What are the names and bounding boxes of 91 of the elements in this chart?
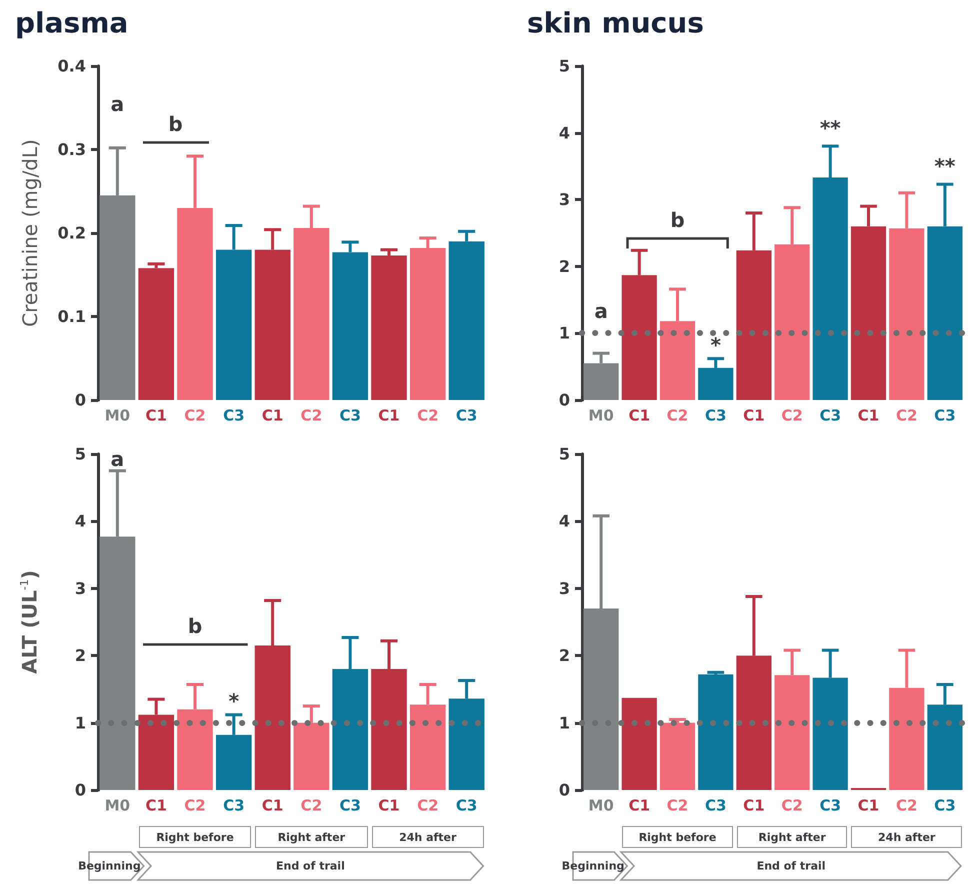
y-tick-label: 3 xyxy=(558,190,570,210)
x-tick-label: C1 xyxy=(858,406,880,424)
x-tick-label: C2 xyxy=(666,406,688,424)
x-tick-label: C1 xyxy=(145,406,167,424)
x-tick-label: C1 xyxy=(378,406,400,424)
bar xyxy=(698,674,734,790)
x-tick-label: C1 xyxy=(145,796,167,814)
x-tick-label: C1 xyxy=(743,796,765,814)
x-tick-label: C3 xyxy=(339,796,361,814)
x-tick-label: M0 xyxy=(588,796,614,814)
y-tick-label: 5 xyxy=(558,444,570,464)
y-tick-label: 5 xyxy=(558,56,570,76)
x-tick-label: C1 xyxy=(378,796,400,814)
annotation: b xyxy=(168,112,183,136)
text: Beginning xyxy=(562,860,624,872)
chart-title: skin mucus xyxy=(527,6,704,40)
y-tick-label: 3 xyxy=(558,578,570,598)
text: Right after xyxy=(255,826,368,848)
x-tick-label: C3 xyxy=(934,406,956,424)
y-tick-label: 4 xyxy=(74,512,86,531)
annotation: * xyxy=(228,688,240,713)
y-tick-label: 0.3 xyxy=(58,140,86,159)
annotation: b xyxy=(670,208,685,232)
y-tick-label: 0.4 xyxy=(58,56,86,76)
y-tick-label: 2 xyxy=(558,256,570,276)
x-tick-label: M0 xyxy=(588,406,614,424)
y-tick-label: 0 xyxy=(558,780,570,800)
y-tick-label: 5 xyxy=(74,444,86,464)
x-tick-label: C3 xyxy=(223,406,245,424)
x-tick-label: C2 xyxy=(781,796,803,814)
annotation: ** xyxy=(934,154,956,178)
y-axis-title: ALT (UL-1) xyxy=(18,570,42,674)
x-tick-label: C2 xyxy=(896,796,918,814)
x-tick-label: C2 xyxy=(417,796,439,814)
x-tick-label: C2 xyxy=(184,406,206,424)
x-tick-label: C2 xyxy=(666,796,688,814)
x-tick-label: C3 xyxy=(456,796,478,814)
x-tick-label: C3 xyxy=(339,406,361,424)
y-tick-label: 4 xyxy=(558,123,570,142)
x-tick-label: C1 xyxy=(858,796,880,814)
y-tick-label: 3 xyxy=(74,578,86,598)
chart-title: plasma xyxy=(15,6,128,40)
x-tick-label: C3 xyxy=(934,796,956,814)
x-tick-label: M0 xyxy=(104,406,130,424)
annotation: a xyxy=(110,92,124,116)
x-tick-label: C2 xyxy=(781,406,803,424)
x-tick-label: C2 xyxy=(300,796,322,814)
text: End of trail xyxy=(276,860,345,872)
annotation: a xyxy=(594,299,608,324)
y-tick-label: 1 xyxy=(74,713,86,732)
y-tick-label: 0 xyxy=(74,780,86,800)
x-tick-label: C1 xyxy=(628,406,650,424)
text: Beginning xyxy=(78,860,141,872)
x-tick-label: C1 xyxy=(262,406,284,424)
text: Right before xyxy=(138,826,252,848)
x-tick-label: C3 xyxy=(456,406,478,424)
x-tick-label: C1 xyxy=(743,406,765,424)
y-tick-label: 0 xyxy=(558,390,570,410)
y-tick-label: 0.2 xyxy=(58,224,86,242)
bar xyxy=(622,698,657,790)
bar xyxy=(138,268,174,400)
y-tick-label: 1 xyxy=(558,324,570,343)
y-tick-label: 0.1 xyxy=(58,307,86,326)
x-tick-label: C2 xyxy=(300,406,322,424)
text: 24h after xyxy=(851,826,962,848)
annotation: a xyxy=(110,446,124,471)
x-tick-label: C2 xyxy=(184,796,206,814)
y-tick-label: 2 xyxy=(74,646,86,666)
bar xyxy=(660,722,696,790)
x-tick-label: C3 xyxy=(223,796,245,814)
x-tick-label: C1 xyxy=(262,796,284,814)
text: 24h after xyxy=(372,826,484,848)
x-tick-label: C1 xyxy=(628,796,650,814)
x-tick-label: C2 xyxy=(896,406,918,424)
text: Right after xyxy=(736,826,848,848)
x-tick-label: C3 xyxy=(820,406,842,424)
x-tick-label: C2 xyxy=(417,406,439,424)
x-tick-label: C3 xyxy=(704,406,726,424)
y-tick-label: 0 xyxy=(74,390,86,410)
annotation: ** xyxy=(820,116,841,140)
text: Right before xyxy=(622,826,733,848)
y-axis-title: Creatinine (mg/dL) xyxy=(18,139,42,327)
x-tick-label: C3 xyxy=(704,796,726,814)
annotation: * xyxy=(710,332,721,357)
text: End of trail xyxy=(756,860,826,872)
y-tick-label: 2 xyxy=(558,646,570,666)
y-tick-label: 4 xyxy=(558,512,570,531)
x-tick-label: C3 xyxy=(820,796,842,814)
x-tick-label: M0 xyxy=(104,796,130,814)
y-tick-label: 1 xyxy=(558,713,570,732)
annotation: b xyxy=(188,614,202,638)
